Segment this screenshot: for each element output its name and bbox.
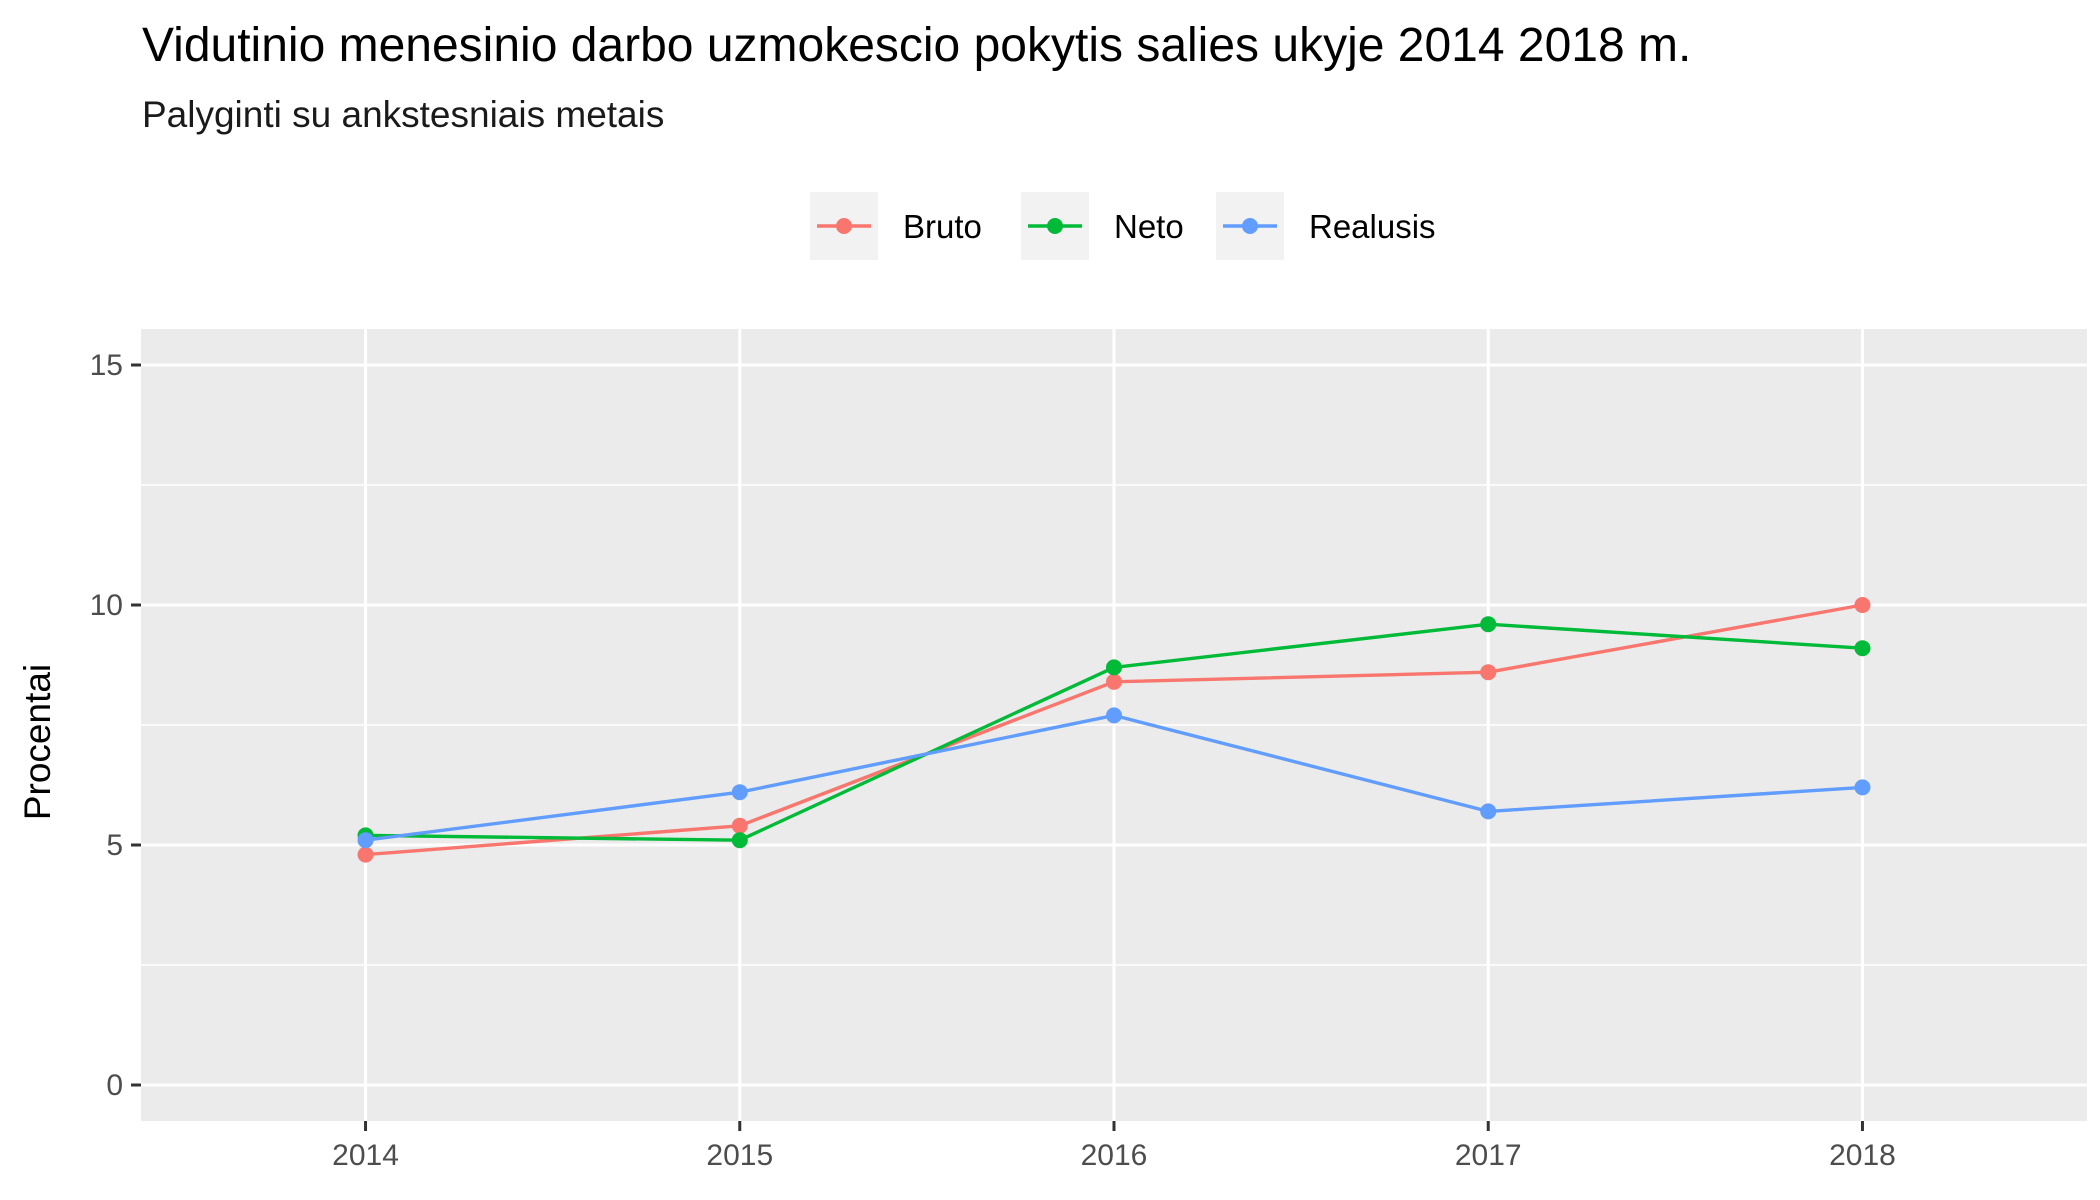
y-axis: 0 5 10 15 bbox=[90, 349, 141, 1102]
data-point-bruto bbox=[731, 817, 748, 834]
data-point-neto bbox=[1480, 616, 1497, 633]
y-tick-label: 10 bbox=[90, 589, 123, 622]
data-point-realusis bbox=[1480, 803, 1497, 820]
data-point-realusis bbox=[731, 784, 748, 801]
x-tick-label: 2014 bbox=[332, 1139, 399, 1172]
legend-key-point bbox=[1047, 218, 1063, 234]
series-bruto bbox=[357, 597, 1871, 863]
y-tick-label: 5 bbox=[106, 829, 123, 862]
legend-item-neto: Neto bbox=[1021, 192, 1184, 260]
data-point-bruto bbox=[357, 846, 374, 863]
legend-label-bruto: Bruto bbox=[903, 208, 982, 245]
legend-label-neto: Neto bbox=[1114, 208, 1184, 245]
y-tick-label: 15 bbox=[90, 349, 123, 382]
x-tick-label: 2018 bbox=[1829, 1139, 1896, 1172]
x-tick-label: 2017 bbox=[1455, 1139, 1522, 1172]
legend-item-realusis: Realusis bbox=[1216, 192, 1436, 260]
legend-key-point bbox=[1242, 218, 1258, 234]
series-realusis bbox=[357, 707, 1871, 849]
x-axis: 2014 2015 2016 2017 2018 bbox=[332, 1121, 1896, 1172]
chart-subtitle: Palyginti su ankstesniais metais bbox=[142, 94, 665, 135]
data-point-bruto bbox=[1106, 673, 1122, 690]
legend: Bruto Neto Realusis bbox=[810, 192, 1436, 260]
x-tick-label: 2016 bbox=[1081, 1139, 1148, 1172]
legend-item-bruto: Bruto bbox=[810, 192, 982, 260]
data-point-realusis bbox=[357, 832, 374, 849]
data-point-bruto bbox=[1854, 597, 1871, 613]
legend-label-realusis: Realusis bbox=[1309, 208, 1436, 245]
grid-major bbox=[141, 329, 2087, 1121]
x-tick-label: 2015 bbox=[706, 1139, 773, 1172]
data-point-bruto bbox=[1480, 664, 1497, 681]
y-axis-title: Procentai bbox=[17, 664, 58, 820]
data-point-neto bbox=[1854, 640, 1871, 657]
y-tick-label: 0 bbox=[106, 1069, 123, 1102]
chart-title: Vidutinio menesinio darbo uzmokescio pok… bbox=[142, 19, 1692, 72]
data-point-neto bbox=[731, 832, 748, 849]
series-layer bbox=[357, 597, 1871, 863]
data-point-neto bbox=[1106, 659, 1122, 676]
legend-key-point bbox=[836, 218, 852, 234]
data-point-realusis bbox=[1854, 779, 1871, 796]
data-point-realusis bbox=[1106, 707, 1122, 724]
